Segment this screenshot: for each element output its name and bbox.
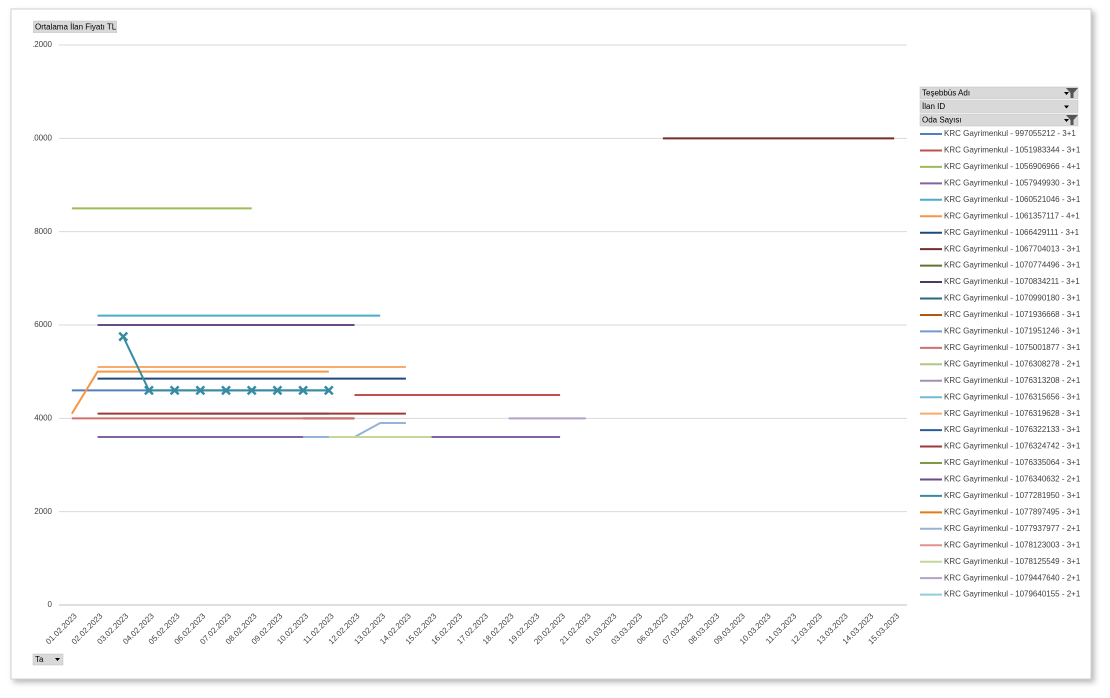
legend-label: KRC Gayrimenkul - 1076335064 - 3+1 xyxy=(944,458,1081,467)
point-marker xyxy=(195,385,206,396)
value-field-label: Ortalama İlan Fiyatı TL xyxy=(35,23,117,32)
point-marker xyxy=(323,385,334,396)
y-tick-label: 2000 xyxy=(34,507,52,516)
legend-label: KRC Gayrimenkul - 1057949930 - 3+1 xyxy=(944,178,1081,187)
legend-label: KRC Gayrimenkul - 1051983344 - 3+1 xyxy=(944,146,1081,155)
chart-card xyxy=(10,8,1092,680)
point-marker xyxy=(272,385,283,396)
button-bg xyxy=(919,113,1079,127)
dropdown-arrow xyxy=(1064,119,1069,122)
legend-label: KRC Gayrimenkul - 1079640155 - 2+1 xyxy=(944,590,1081,599)
filter-button[interactable]: İlan ID xyxy=(919,100,1079,113)
legend-label: KRC Gayrimenkul - 1076340632 - 2+1 xyxy=(944,475,1081,484)
button-bg xyxy=(33,20,117,33)
y-tick-label: 12000 xyxy=(30,40,53,49)
y-tick-label: 4000 xyxy=(34,413,52,422)
point-marker xyxy=(246,385,257,396)
legend-label: KRC Gayrimenkul - 1071936668 - 3+1 xyxy=(944,310,1081,319)
legend-label: KRC Gayrimenkul - 1061357117 - 4+1 xyxy=(944,211,1080,220)
point-marker xyxy=(298,385,309,396)
legend-label: KRC Gayrimenkul - 1077281950 - 3+1 xyxy=(944,491,1081,500)
legend-label: KRC Gayrimenkul - 1071951246 - 3+1 xyxy=(944,327,1081,336)
button-bg xyxy=(919,86,1079,100)
filter-label: Oda Sayısı xyxy=(922,116,962,125)
filter-label: İlan ID xyxy=(922,102,945,111)
dropdown-arrow xyxy=(1064,92,1069,95)
legend-label: KRC Gayrimenkul - 1076313208 - 2+1 xyxy=(944,376,1081,385)
x-field-button[interactable]: Ta xyxy=(32,653,64,666)
dropdown-arrow xyxy=(55,658,60,661)
point-marker xyxy=(221,385,231,396)
legend-label: KRC Gayrimenkul - 1076324742 - 3+1 xyxy=(944,442,1081,451)
filter-icon xyxy=(1066,115,1078,125)
legend-label: KRC Gayrimenkul - 1076315656 - 3+1 xyxy=(944,392,1081,401)
legend-label: KRC Gayrimenkul - 1078125549 - 3+1 xyxy=(944,557,1081,566)
dropdown-arrow xyxy=(1064,105,1069,109)
filter-button[interactable]: Teşebbüs Adı xyxy=(919,86,1079,100)
legend-label: KRC Gayrimenkul - 1079447640 - 2+1 xyxy=(944,573,1081,582)
legend-label: KRC Gayrimenkul - 1077897495 - 3+1 xyxy=(944,507,1081,516)
point-marker xyxy=(169,385,180,396)
value-field-button[interactable]: Ortalama İlan Fiyatı TL xyxy=(33,20,117,33)
legend-label: KRC Gayrimenkul - 1056906966 - 4+1 xyxy=(944,162,1081,171)
legend-label: KRC Gayrimenkul - 1076308278 - 2+1 xyxy=(944,359,1081,368)
legend-label: KRC Gayrimenkul - 1078123003 - 3+1 xyxy=(944,540,1081,549)
y-tick-label: 8000 xyxy=(34,227,52,236)
legend-label: KRC Gayrimenkul - 1076322133 - 3+1 xyxy=(944,425,1081,434)
point-marker xyxy=(118,331,129,342)
legend-label: KRC Gayrimenkul - 1070990180 - 3+1 xyxy=(944,294,1081,303)
filter-button[interactable]: Oda Sayısı xyxy=(919,113,1079,127)
x-field-label: Ta xyxy=(35,655,44,664)
legend-label: KRC Gayrimenkul - 1077937977 - 2+1 xyxy=(944,524,1081,533)
y-tick-label: 0 xyxy=(48,600,53,609)
legend-label: KRC Gayrimenkul - 1070774496 - 3+1 xyxy=(944,261,1081,270)
y-tick-label: 6000 xyxy=(34,320,52,329)
legend-label: KRC Gayrimenkul - 1075001877 - 3+1 xyxy=(944,343,1081,352)
filter-icon xyxy=(1066,88,1078,98)
legend-label: KRC Gayrimenkul - 1070834211 - 3+1 xyxy=(944,277,1080,286)
legend-label: KRC Gayrimenkul - 1076319628 - 3+1 xyxy=(944,409,1081,418)
point-marker xyxy=(144,385,154,396)
button-bg xyxy=(919,100,1079,113)
filter-label: Teşebbüs Adı xyxy=(922,89,970,98)
series-line xyxy=(70,370,329,415)
legend-label: KRC Gayrimenkul - 1060521046 - 3+1 xyxy=(944,195,1081,204)
legend-label: KRC Gayrimenkul - 997055212 - 3+1 xyxy=(944,129,1076,138)
legend-label: KRC Gayrimenkul - 1067704013 - 3+1 xyxy=(944,244,1081,253)
y-axis: 0 2000 4000 6000 8000 10000 12000 xyxy=(30,40,53,609)
y-tick-label: 10000 xyxy=(30,133,53,142)
legend-label: KRC Gayrimenkul - 1066429111 - 3+1 xyxy=(944,228,1080,237)
button-bg xyxy=(32,653,64,666)
